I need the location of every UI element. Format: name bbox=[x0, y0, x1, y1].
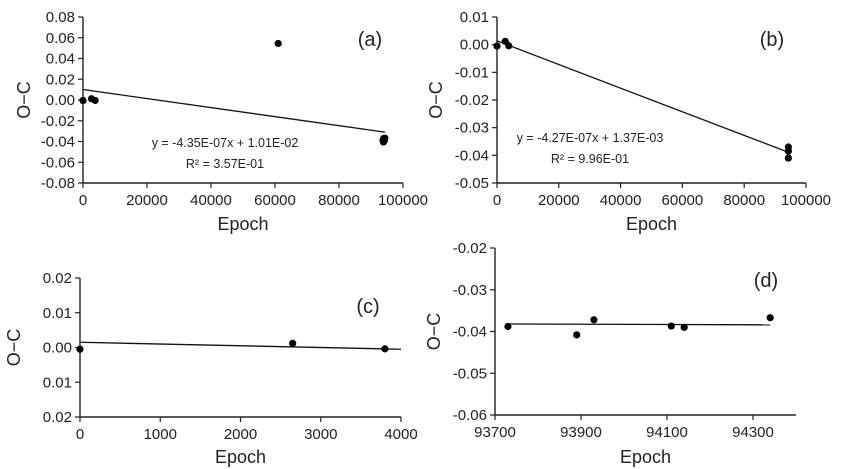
y-axis-title: O−C bbox=[426, 81, 446, 119]
x-tick-label: 93900 bbox=[560, 424, 602, 441]
panel-label: (a) bbox=[358, 29, 382, 51]
y-tick-label: -0.04 bbox=[41, 134, 75, 151]
r-squared-label: R² = 3.57E-01 bbox=[186, 157, 264, 171]
y-tick-label: -0.05 bbox=[453, 365, 487, 382]
x-tick-label: 0 bbox=[76, 426, 84, 443]
data-point bbox=[573, 331, 581, 339]
chart-panel-2: 0.020.010.000.010.020 1000 2000 3000 4000Epo… bbox=[4, 270, 418, 467]
y-tick-label: -0.02 bbox=[453, 240, 487, 257]
data-point bbox=[590, 316, 598, 324]
y-tick-label: -0.04 bbox=[455, 147, 489, 164]
y-tick-label: -0.02 bbox=[455, 92, 489, 109]
trendline-equation: y = -4.35E-07x + 1.01E-02 bbox=[152, 136, 299, 150]
data-point bbox=[667, 322, 675, 330]
data-point bbox=[381, 345, 389, 353]
data-point bbox=[784, 154, 792, 162]
data-point bbox=[493, 42, 501, 50]
y-tick-label: 0.04 bbox=[46, 51, 75, 68]
x-axis-title: Epoch bbox=[215, 447, 266, 467]
x-tick-label: 1000 bbox=[144, 426, 177, 443]
x-tick-label: 100000 bbox=[781, 192, 831, 209]
y-tick-label: 0.01 bbox=[460, 9, 489, 26]
x-tick-label: 100000 bbox=[378, 192, 428, 209]
y-tick-label: 0.00 bbox=[460, 37, 489, 54]
data-point bbox=[274, 39, 282, 48]
data-point bbox=[381, 134, 389, 142]
x-tick-label: 94100 bbox=[646, 424, 688, 441]
x-tick-label: 40000 bbox=[190, 192, 232, 209]
y-tick-label: 0.00 bbox=[43, 340, 72, 357]
x-axis-title: Epoch bbox=[620, 447, 671, 467]
data-point bbox=[79, 96, 87, 105]
x-tick-label: 0 bbox=[493, 192, 501, 209]
panel-label: (b) bbox=[760, 29, 784, 51]
y-tick-label: 0.06 bbox=[46, 30, 75, 47]
y-tick-label: 0.02 bbox=[46, 71, 75, 88]
x-tick-label: 3000 bbox=[304, 426, 337, 443]
trendline bbox=[82, 88, 386, 133]
x-tick-label: 40000 bbox=[600, 192, 642, 209]
data-point bbox=[505, 42, 513, 50]
y-tick-label: 0.01 bbox=[43, 374, 72, 391]
x-tick-label: 4000 bbox=[384, 426, 417, 443]
x-tick-label: 60000 bbox=[254, 192, 296, 209]
data-point bbox=[76, 345, 84, 353]
y-tick-label: 0.00 bbox=[46, 92, 75, 109]
y-axis-title: O−C bbox=[424, 313, 444, 351]
r-squared-label: R² = 9.96E-01 bbox=[551, 152, 629, 166]
x-tick-label: 80000 bbox=[318, 192, 360, 209]
y-tick-label: -0.03 bbox=[453, 282, 487, 299]
y-tick-label: -0.04 bbox=[453, 324, 487, 341]
trendline-equation: y = -4.27E-07x + 1.37E-03 bbox=[517, 131, 664, 145]
x-axis-title: Epoch bbox=[626, 214, 677, 234]
y-tick-label: -0.01 bbox=[455, 64, 489, 81]
data-point bbox=[680, 323, 688, 331]
y-tick-label: -0.08 bbox=[41, 175, 75, 192]
data-point bbox=[504, 322, 512, 331]
y-tick-label: -0.05 bbox=[455, 175, 489, 192]
data-point bbox=[766, 314, 774, 322]
x-tick-label: 60000 bbox=[662, 192, 704, 209]
y-axis-title: O−C bbox=[4, 329, 24, 367]
y-tick-label: 0.02 bbox=[43, 270, 72, 287]
y-tick-label: 0.02 bbox=[43, 409, 72, 426]
y-tick-label: 0.08 bbox=[46, 9, 75, 26]
chart-panel-3: -0.06 -0.05 -0.04 -0.03 -0.02 93700 93900 94100… bbox=[424, 240, 796, 467]
x-tick-label: 80000 bbox=[723, 192, 765, 209]
y-tick-label: -0.02 bbox=[41, 113, 75, 130]
y-axis-title: O−C bbox=[14, 81, 34, 119]
trendline bbox=[507, 323, 771, 326]
panel-label: (d) bbox=[754, 270, 778, 292]
panel-label: (c) bbox=[356, 296, 379, 318]
x-tick-label: 20000 bbox=[538, 192, 580, 209]
y-tick-label: -0.06 bbox=[453, 407, 487, 424]
y-tick-label: -0.03 bbox=[455, 120, 489, 137]
x-axis-title: Epoch bbox=[217, 214, 268, 234]
data-point bbox=[784, 147, 792, 155]
data-point bbox=[91, 96, 99, 105]
x-tick-label: 20000 bbox=[126, 192, 168, 209]
chart-panel-0: -0.08 -0.06 -0.04 -0.02 0.00 0.02 0.04 0.06 0.08… bbox=[14, 9, 428, 234]
trendline bbox=[79, 341, 402, 350]
y-tick-label: -0.06 bbox=[41, 154, 75, 171]
x-tick-label: 2000 bbox=[224, 426, 257, 443]
x-tick-label: 93700 bbox=[474, 424, 516, 441]
x-tick-label: 94300 bbox=[732, 424, 774, 441]
x-tick-label: 0 bbox=[79, 192, 87, 209]
data-point bbox=[289, 339, 297, 347]
y-tick-label: 0.01 bbox=[43, 305, 72, 322]
chart-panel-1: -0.05 -0.04 -0.03 -0.02 -0.01 0.00 0.01 0 20000 4… bbox=[426, 9, 831, 234]
trendline bbox=[496, 40, 789, 153]
